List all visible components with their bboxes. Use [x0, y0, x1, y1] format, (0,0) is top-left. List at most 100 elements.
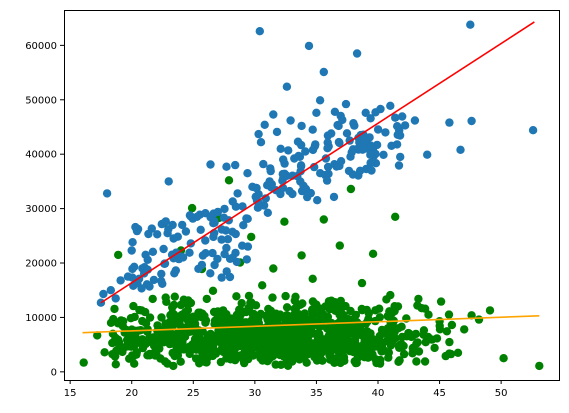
green-point [335, 241, 344, 250]
green-point [399, 349, 409, 359]
blue-point [445, 118, 454, 127]
blue-points-group [96, 20, 538, 307]
blue-point [313, 196, 322, 205]
y-tick-label: 20000 [25, 259, 57, 270]
blue-point [206, 269, 215, 278]
green-point [355, 343, 364, 353]
green-point [420, 357, 430, 366]
blue-point [308, 145, 318, 155]
green-point [185, 349, 194, 359]
green-point [146, 337, 156, 347]
blue-point [456, 145, 465, 154]
blue-point [169, 234, 178, 243]
blue-point [366, 141, 375, 150]
green-point [330, 358, 339, 367]
green-point [156, 354, 165, 363]
green-point [285, 352, 294, 361]
blue-point [231, 229, 240, 239]
green-point [331, 306, 340, 315]
green-point [247, 298, 256, 307]
green-point [111, 360, 121, 369]
y-axis-ticks: 0 10000 20000 30000 40000 50000 60000 [25, 41, 64, 378]
green-point [357, 278, 367, 288]
blue-point [185, 248, 194, 257]
blue-point [323, 162, 333, 172]
green-point [219, 333, 228, 342]
blue-point [149, 275, 159, 285]
green-point [275, 313, 284, 323]
blue-point [286, 116, 295, 125]
blue-point [312, 108, 321, 118]
green-point [264, 355, 273, 365]
green-point [414, 294, 423, 304]
green-point [242, 307, 251, 317]
green-point [436, 297, 446, 306]
green-point [474, 315, 484, 324]
green-point [162, 324, 172, 333]
blue-point [348, 145, 358, 154]
green-point [224, 345, 233, 355]
blue-point [393, 130, 402, 139]
green-point [445, 337, 454, 347]
green-point [341, 345, 351, 354]
green-point [424, 310, 433, 319]
green-point [276, 349, 285, 359]
green-point [248, 339, 257, 348]
green-point [203, 352, 213, 362]
green-point [390, 302, 399, 311]
blue-point [276, 144, 285, 153]
blue-point [254, 198, 263, 208]
green-point [253, 333, 262, 342]
blue-point [360, 137, 369, 146]
green-point [447, 320, 457, 330]
blue-point [223, 235, 233, 244]
green-point [121, 342, 130, 351]
green-point [411, 329, 421, 339]
blue-point [106, 286, 116, 295]
green-point [243, 328, 252, 337]
green-point [499, 354, 508, 363]
blue-point [263, 208, 272, 217]
green-point [182, 314, 191, 324]
blue-point [243, 242, 253, 251]
y-tick-label: 10000 [25, 313, 57, 324]
green-point [293, 341, 302, 350]
blue-point [297, 121, 306, 131]
green-point [263, 327, 272, 336]
blue-point [269, 110, 278, 119]
blue-point [341, 99, 351, 109]
green-point [310, 353, 319, 362]
green-point [313, 309, 322, 318]
green-point [157, 313, 166, 322]
blue-point [210, 260, 219, 270]
green-point [162, 297, 171, 306]
green-point [149, 348, 159, 358]
green-point [319, 215, 328, 224]
blue-point [394, 161, 404, 170]
green-point [256, 352, 265, 361]
green-point [296, 300, 305, 309]
green-point [226, 336, 235, 345]
blue-point [144, 229, 153, 239]
blue-point [528, 126, 538, 135]
blue-point [329, 192, 339, 202]
green-point [346, 184, 356, 194]
green-point [291, 292, 300, 301]
green-point [191, 314, 200, 323]
green-point [366, 333, 376, 342]
green-point [325, 340, 334, 349]
blue-point [231, 160, 240, 170]
green-point [126, 314, 136, 323]
blue-point [355, 166, 365, 175]
blue-point [181, 227, 191, 236]
green-point [460, 325, 469, 334]
blue-point [239, 221, 248, 230]
blue-point [206, 160, 215, 169]
green-point [535, 361, 544, 371]
green-point [276, 337, 285, 346]
plot-frame [64, 10, 560, 381]
blue-point [352, 49, 362, 58]
y-tick-label: 60000 [25, 41, 57, 52]
green-point [206, 336, 216, 345]
